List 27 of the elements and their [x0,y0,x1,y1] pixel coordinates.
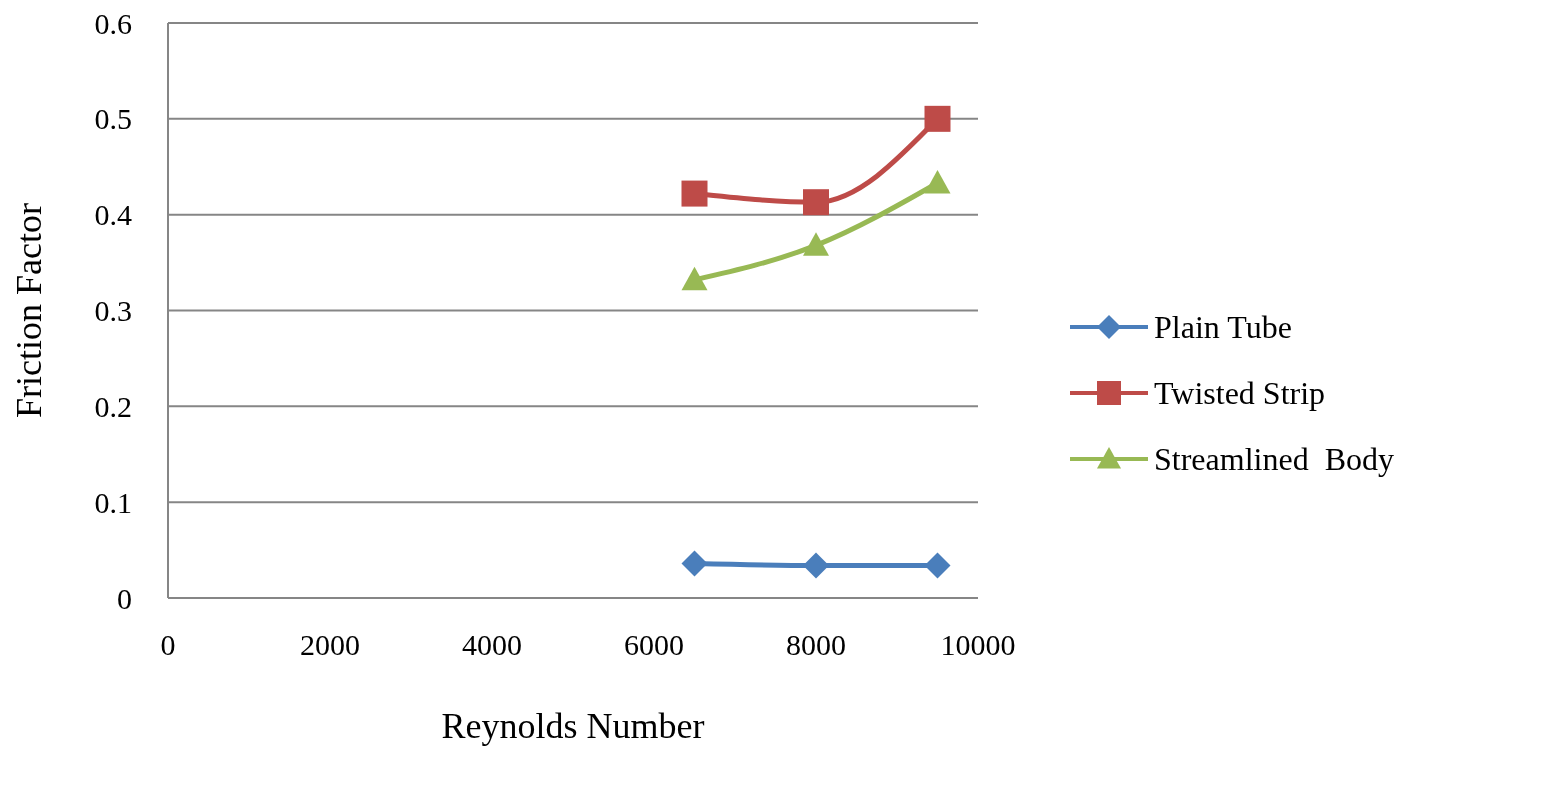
point [803,552,829,579]
y-tick-label: 0.6 [94,6,132,40]
x-tick-label: 4000 [462,628,522,662]
y-tick-label: 0 [117,581,132,615]
y-tick-label: 0.3 [94,294,132,328]
y-tick-label: 0.2 [94,389,132,423]
x-tick-label: 0 [160,628,176,662]
x-tick-label: 8000 [786,628,846,662]
point [803,189,829,216]
y-axis-title: Friction Factor [8,203,49,418]
point [681,266,708,291]
y-tick-label: 0.4 [94,198,132,232]
point [681,180,708,207]
point [924,105,951,132]
legend-label: Twisted Strip [1154,374,1326,412]
point [681,550,708,577]
y-tick-label: 0.5 [94,102,132,136]
y-tick-label: 0.1 [94,485,132,519]
x-tick-label: 10000 [940,628,1016,662]
x-axis-title: Reynolds Number [441,706,705,746]
x-tick-label: 2000 [300,628,360,662]
x-tick-label: 6000 [624,628,684,662]
point [924,552,951,579]
legend-label: Plain Tube [1154,308,1292,346]
point [924,170,951,194]
point [803,232,829,256]
legend-label: Streamlined Body [1154,440,1394,478]
